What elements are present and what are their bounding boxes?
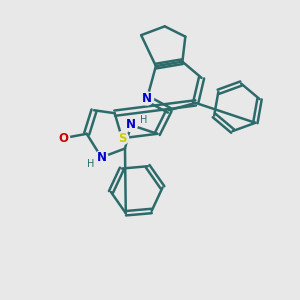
Text: S: S: [118, 132, 126, 145]
Text: N: N: [126, 118, 136, 131]
Text: H: H: [140, 115, 148, 125]
Circle shape: [141, 92, 154, 105]
Circle shape: [57, 132, 70, 145]
Text: O: O: [58, 132, 68, 145]
Circle shape: [116, 132, 128, 145]
Text: H: H: [86, 159, 94, 169]
Circle shape: [124, 118, 137, 131]
Circle shape: [95, 151, 108, 164]
Text: N: N: [142, 92, 152, 105]
Text: N: N: [96, 151, 106, 164]
